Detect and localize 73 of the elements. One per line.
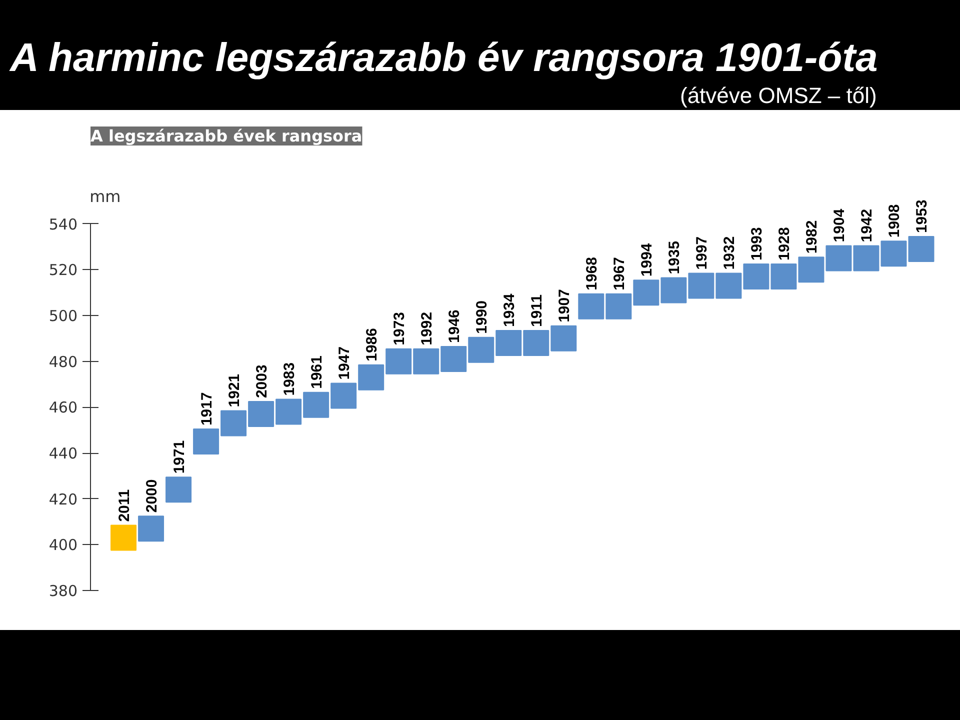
x-tick-label: 1904 xyxy=(831,208,848,242)
x-tick-label: 1990 xyxy=(474,300,491,334)
x-tick-label: 1946 xyxy=(446,310,464,344)
x-tick-label: 1953 xyxy=(914,200,931,234)
point xyxy=(606,293,632,320)
x-tick-label: 1934 xyxy=(501,292,518,327)
x-tick-label: 1986 xyxy=(364,328,381,362)
x-tick-label: 1908 xyxy=(886,204,904,238)
point xyxy=(386,348,412,374)
point xyxy=(798,256,824,283)
y-tick-label: 420 xyxy=(48,490,78,508)
x-tick-label: 1983 xyxy=(281,362,298,396)
x-tick-label: 2003 xyxy=(254,364,271,398)
point xyxy=(826,245,852,272)
point xyxy=(550,325,577,352)
point xyxy=(716,272,742,299)
x-tick-label: 1982 xyxy=(804,220,821,254)
y-tick-label: 460 xyxy=(48,398,78,417)
point xyxy=(358,364,384,390)
point xyxy=(220,410,247,436)
point xyxy=(770,264,797,290)
point xyxy=(138,516,164,542)
x-tick-label: 1911 xyxy=(528,294,546,327)
x-tick-label: 1968 xyxy=(584,256,601,290)
x-tick-label: 1992 xyxy=(418,312,436,346)
point xyxy=(193,428,220,455)
point xyxy=(523,330,550,356)
point xyxy=(743,264,770,290)
y-tick-label: 540 xyxy=(48,215,78,234)
x-tick-label: 1994 xyxy=(638,242,656,277)
point xyxy=(303,392,330,418)
point xyxy=(578,293,604,320)
point xyxy=(880,240,907,267)
x-tick-label: 2000 xyxy=(144,479,161,513)
y-tick-label: 500 xyxy=(48,307,78,325)
x-tick-label: 1997 xyxy=(694,236,711,270)
point xyxy=(166,476,192,503)
point xyxy=(468,336,494,363)
x-tick-label: 1932 xyxy=(721,236,738,270)
text: A legszárazabb évek rangsora xyxy=(90,126,362,146)
x-tick-label: 1935 xyxy=(666,240,684,274)
y-tick-label: 480 xyxy=(48,352,78,371)
point xyxy=(248,401,274,428)
y-tick-label: 520 xyxy=(48,261,78,280)
chart-subtitle: (átvéve OMSZ – től) xyxy=(680,82,877,110)
y-axis-title: mm xyxy=(90,186,121,206)
x-tick-label: 1921 xyxy=(226,374,244,408)
x-tick-label: 1947 xyxy=(336,346,354,380)
x-tick-label: 1907 xyxy=(556,289,574,322)
y-tick-label: 440 xyxy=(48,444,78,462)
point xyxy=(276,398,302,425)
point xyxy=(440,346,467,372)
x-tick-label: 1993 xyxy=(748,227,766,261)
x-tick-label: 1973 xyxy=(391,312,408,346)
point xyxy=(330,382,357,409)
point xyxy=(908,236,934,262)
point xyxy=(633,280,660,306)
chart-title: A harminc legszárazabb év rangsora 1901-óta xyxy=(10,36,878,80)
x-tick-label: 1917 xyxy=(198,392,216,426)
point xyxy=(688,272,714,299)
point xyxy=(110,524,137,551)
x-tick-label: 2011 xyxy=(116,489,134,522)
point xyxy=(853,245,880,272)
x-tick-label: 1971 xyxy=(171,440,188,474)
x-tick-label: 1928 xyxy=(776,227,794,261)
point xyxy=(496,330,522,356)
y-tick-label: 380 xyxy=(48,582,78,600)
x-tick-label: 1961 xyxy=(308,356,326,389)
point xyxy=(660,277,687,304)
x-tick-label: 1967 xyxy=(611,256,628,290)
y-tick-label: 400 xyxy=(48,536,78,554)
x-tick-label: 1942 xyxy=(858,208,876,242)
point xyxy=(413,348,440,374)
